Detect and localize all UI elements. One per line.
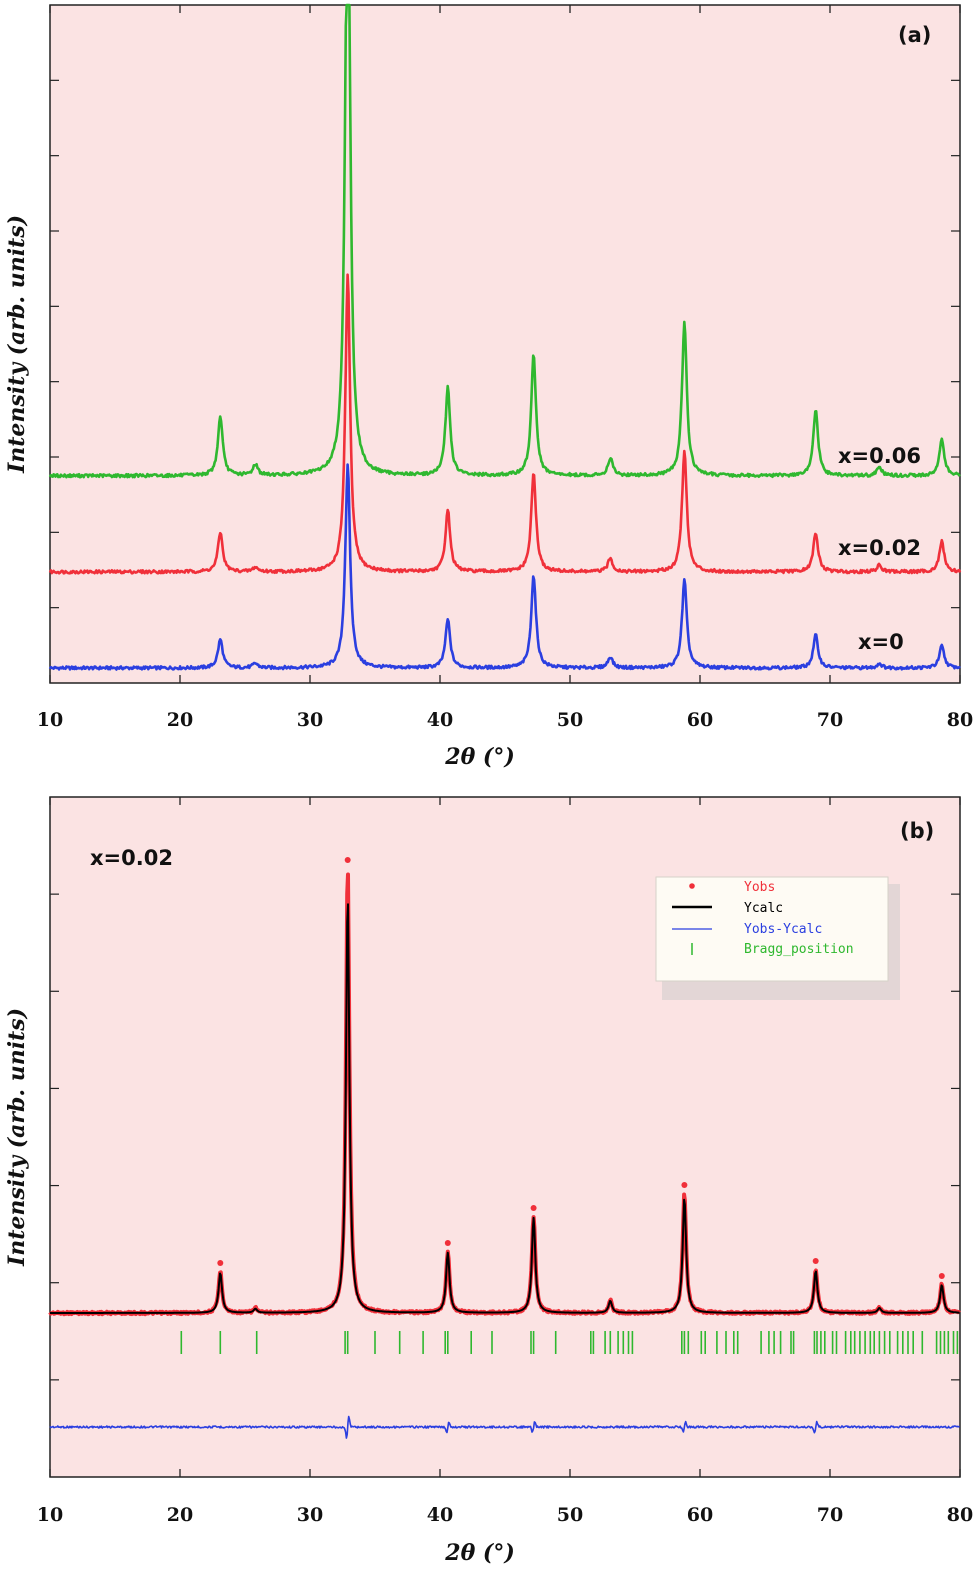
x-tick-label: 50 [557, 709, 583, 731]
panel-label-b: (b) [900, 819, 934, 843]
panel-a: 10 20 30 40 50 60 70 80 (a) x=0 x=0.02 x=0.06 2… [4, 3, 973, 770]
series-label-x0: x=0 [858, 630, 904, 654]
x-tick-label: 60 [687, 709, 713, 731]
x-axis-label-b: 2θ (°) [444, 1540, 514, 1566]
yobs-peak-point [681, 1182, 688, 1188]
bragg-position-ticks [180, 1331, 959, 1354]
difference-curve [49, 1415, 961, 1439]
x-tick-label: 70 [817, 709, 843, 731]
legend-ycalc-label: Ycalc [744, 901, 783, 916]
composition-annotation: x=0.02 [90, 846, 173, 870]
yobs-peak-point [530, 1205, 537, 1211]
series-x0-curve [48, 463, 961, 671]
legend-yobs-marker [689, 883, 695, 889]
series-x002-curve [48, 273, 962, 575]
x-tick-label: 80 [947, 1504, 973, 1526]
yobs-peak-point [217, 1260, 224, 1266]
legend-diff-label: Yobs-Ycalc [744, 922, 822, 937]
series-label-x002: x=0.02 [838, 536, 921, 560]
plot-area-a [49, 4, 961, 684]
x-tick-label: 80 [947, 709, 973, 731]
legend: Yobs Ycalc Yobs-Ycalc Bragg_position [655, 876, 900, 1000]
yobs-peak-point [938, 1273, 945, 1279]
series-x006-curve [48, 3, 961, 479]
x-tick-label: 20 [167, 1504, 193, 1526]
series-label-x006: x=0.06 [838, 444, 921, 468]
panel-b: 10 20 30 40 50 60 70 80 (b) x=0.02 Yobs Ycalc Y… [4, 796, 973, 1566]
y-axis-label-a: Intensity (arb. units) [4, 215, 30, 474]
yobs-peak-point [444, 1240, 451, 1246]
axis-ticks-b [49, 797, 961, 1477]
ycalc-curve [49, 903, 960, 1314]
x-axis-label-a: 2θ (°) [444, 744, 514, 770]
x-tick-label: 20 [167, 709, 193, 731]
x-tick-labels-a: 10 20 30 40 50 60 70 80 [37, 709, 973, 731]
x-tick-label: 30 [297, 709, 323, 731]
x-tick-label: 60 [687, 1504, 713, 1526]
x-tick-label: 40 [427, 1504, 453, 1526]
x-tick-label: 10 [37, 709, 63, 731]
x-tick-labels-b: 10 20 30 40 50 60 70 80 [37, 1504, 973, 1526]
legend-bragg-label: Bragg_position [744, 942, 854, 957]
y-axis-label-b: Intensity (arb. units) [4, 1008, 30, 1267]
x-tick-label: 50 [557, 1504, 583, 1526]
fit-curves-b [48, 857, 961, 1439]
x-tick-label: 30 [297, 1504, 323, 1526]
yobs-peak-point [812, 1258, 819, 1264]
panel-label-a: (a) [898, 23, 931, 47]
x-tick-label: 10 [37, 1504, 63, 1526]
x-tick-label: 70 [817, 1504, 843, 1526]
legend-yobs-label: Yobs [744, 880, 775, 895]
yobs-peak-point [344, 857, 351, 863]
series-curves-a [48, 3, 962, 671]
axis-ticks-a [49, 5, 961, 683]
x-tick-label: 40 [427, 709, 453, 731]
